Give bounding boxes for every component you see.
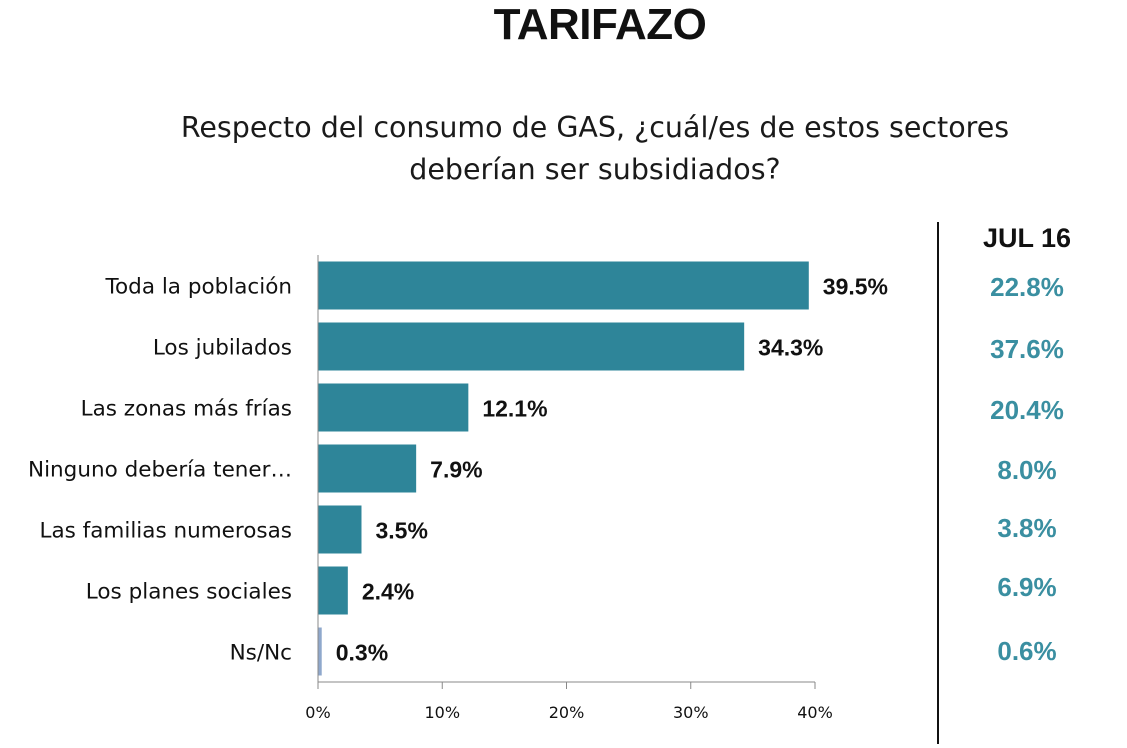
- comparison-header: JUL 16: [982, 223, 1072, 253]
- x-tick-label: 10%: [424, 703, 460, 722]
- x-tick-label: 30%: [673, 703, 709, 722]
- category-label: Los planes sociales: [86, 580, 292, 605]
- category-label: Las zonas más frías: [81, 397, 292, 422]
- x-tick-label: 0%: [305, 703, 330, 722]
- bar-3: [318, 383, 469, 432]
- value-label: 0.3%: [336, 640, 388, 666]
- bar-chart: Toda la población 39.5% Los jubilados 34.3%…: [28, 255, 888, 722]
- value-label: 39.5%: [823, 274, 888, 300]
- comparison-value: 37.6%: [990, 333, 1064, 364]
- bars-group: Toda la población 39.5% Los jubilados 34.3%…: [28, 261, 888, 676]
- comparison-value: 0.6%: [997, 635, 1057, 666]
- bar-5: [318, 505, 362, 554]
- value-label: 7.9%: [430, 457, 482, 483]
- category-label: Las familias numerosas: [39, 519, 292, 544]
- comparison-value: 3.8%: [997, 512, 1057, 543]
- value-label: 12.1%: [482, 396, 547, 422]
- category-label: Ns/Nc: [230, 641, 292, 666]
- column-divider: [937, 222, 939, 744]
- page-title: TARIFAZO: [493, 0, 707, 49]
- bar-6: [318, 566, 348, 615]
- question-line-2: deberían ser subsidiados?: [409, 153, 781, 186]
- bar-4: [318, 444, 417, 493]
- bar-7: [318, 627, 322, 676]
- bar-1: [318, 261, 809, 310]
- question-line-1: Respecto del consumo de GAS, ¿cuál/es de…: [180, 111, 1010, 144]
- comparison-value: 20.4%: [990, 394, 1064, 425]
- category-label: Ninguno debería tener…: [28, 458, 292, 483]
- value-label: 34.3%: [758, 335, 823, 361]
- value-label: 3.5%: [375, 518, 427, 544]
- bar-2: [318, 322, 745, 371]
- x-tick-label: 20%: [549, 703, 585, 722]
- comparison-value: 6.9%: [997, 571, 1057, 602]
- category-label: Toda la población: [105, 275, 292, 300]
- comparison-value: 8.0%: [997, 454, 1057, 485]
- value-label: 2.4%: [362, 579, 414, 605]
- category-label: Los jubilados: [153, 336, 292, 361]
- comparison-value: 22.8%: [990, 271, 1064, 302]
- axis-group: 0% 10% 20% 30% 40%: [305, 255, 833, 722]
- x-tick-label: 40%: [797, 703, 833, 722]
- chart-question: Respecto del consumo de GAS, ¿cuál/es de…: [130, 107, 1060, 191]
